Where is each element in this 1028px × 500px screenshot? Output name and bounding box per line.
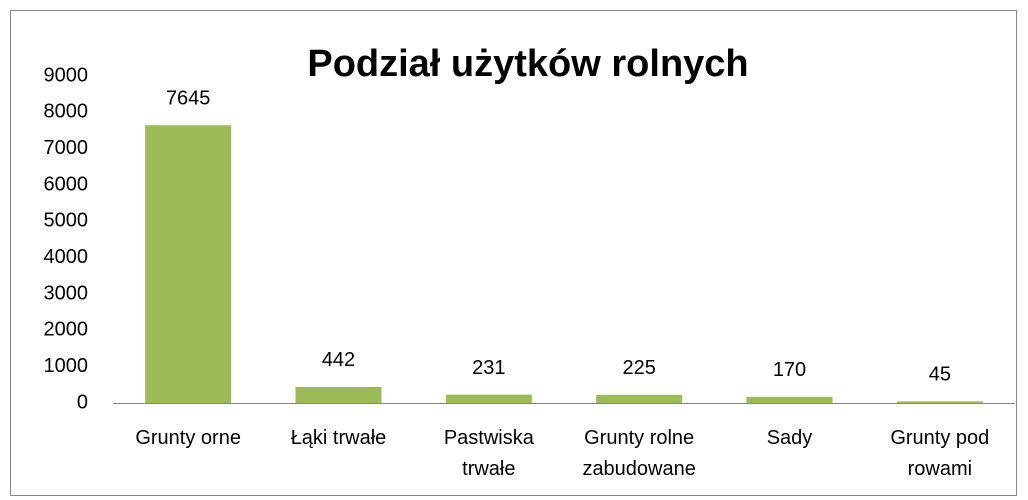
data-label: 231 — [472, 357, 505, 379]
y-tick-label: 5000 — [44, 210, 89, 232]
x-tick-label: Grunty rolne zabudowane — [582, 427, 696, 480]
data-label: 7645 — [166, 88, 211, 110]
bar — [445, 394, 532, 403]
x-tick-label: Sady — [766, 427, 813, 449]
data-label: 45 — [929, 364, 951, 386]
y-tick-label: 8000 — [44, 101, 89, 123]
bar — [896, 401, 983, 403]
bar — [145, 125, 232, 404]
y-tick-label: 2000 — [44, 319, 89, 341]
x-tick-label: Łąki trwałe — [290, 427, 387, 449]
bar — [746, 396, 833, 403]
y-tick-label: 4000 — [44, 246, 89, 268]
x-tick-label: Grunty pod rowami — [890, 427, 990, 480]
x-tick-label: Grunty orne — [135, 427, 241, 449]
y-tick-label: 3000 — [44, 282, 89, 304]
data-label: 225 — [622, 357, 655, 379]
y-tick-label: 1000 — [44, 355, 89, 377]
y-tick-label: 7000 — [44, 137, 89, 159]
y-tick-label: 0 — [77, 391, 88, 413]
bar — [596, 394, 683, 403]
bar — [295, 386, 382, 403]
chart-title: Podział użytków rolnych — [307, 43, 748, 85]
data-label: 170 — [773, 359, 806, 381]
data-label: 442 — [322, 349, 355, 371]
y-tick-label: 9000 — [44, 64, 89, 86]
y-tick-label: 6000 — [44, 173, 89, 195]
x-tick-label: Pastwiska trwałe — [443, 427, 534, 480]
